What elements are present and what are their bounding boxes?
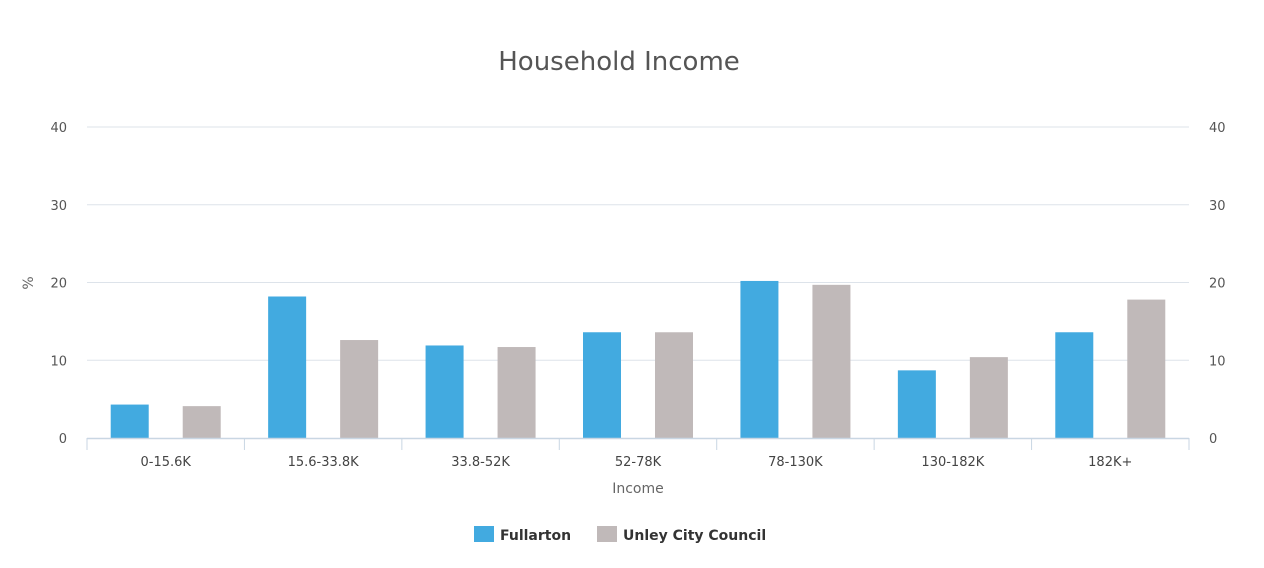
y-tick-right-0: 0 (1209, 432, 1217, 447)
bar-fullarton (110, 404, 149, 438)
y-tick-right-10: 10 (1209, 354, 1226, 369)
y-tick-left-0: 0 (59, 432, 67, 447)
legend-swatch-fullarton (474, 526, 494, 542)
bar-fullarton (425, 345, 464, 438)
bar-unley-city-council (1127, 299, 1166, 438)
bar-fullarton (897, 370, 936, 438)
y-tick-left-10: 10 (50, 354, 67, 369)
bars (110, 280, 1166, 438)
y-axis-left: 0 10 20 30 40 (50, 121, 67, 447)
y-tick-left-30: 30 (50, 199, 67, 214)
y-tick-left-20: 20 (50, 277, 67, 292)
bar-unley-city-council (655, 332, 693, 438)
x-tick-label: 0-15.6K (140, 455, 191, 470)
x-axis (86, 437, 1190, 450)
bar-fullarton (740, 280, 779, 438)
legend-swatch-unley-city-council (597, 526, 617, 542)
grid-lines (87, 126, 1189, 361)
x-tick-label: 52-78K (615, 455, 662, 470)
legend-label-unley-city-council: Unley City Council (623, 528, 766, 544)
y-tick-right-40: 40 (1209, 121, 1226, 136)
y-axis-right: 0 10 20 30 40 (1209, 121, 1226, 447)
legend: Fullarton Unley City Council (474, 526, 766, 544)
y-tick-right-30: 30 (1209, 199, 1226, 214)
bar-unley-city-council (182, 406, 221, 438)
chart-title: Household Income (498, 47, 740, 77)
x-tick-label: 33.8-52K (451, 455, 510, 470)
x-tick-label: 78-130K (768, 455, 823, 470)
x-axis-category-labels: 0-15.6K 15.6-33.8K 33.8-52K 52-78K 78-130K 13… (140, 455, 1132, 470)
bar-fullarton (268, 296, 307, 438)
bar-fullarton (583, 332, 621, 438)
bar-unley-city-council (812, 284, 851, 438)
y-tick-right-20: 20 (1209, 277, 1226, 292)
bar-unley-city-council (497, 347, 536, 438)
x-tick-label: 182K+ (1088, 455, 1132, 470)
bar-fullarton (1055, 332, 1094, 438)
x-tick-label: 130-182K (921, 455, 984, 470)
x-tick-label: 15.6-33.8K (288, 455, 360, 470)
bar-unley-city-council (969, 357, 1008, 438)
y-tick-left-40: 40 (50, 121, 67, 136)
legend-label-fullarton: Fullarton (500, 528, 571, 544)
x-axis-title: Income (612, 481, 664, 497)
bar-unley-city-council (340, 340, 379, 438)
y-axis-title: % (21, 276, 37, 289)
